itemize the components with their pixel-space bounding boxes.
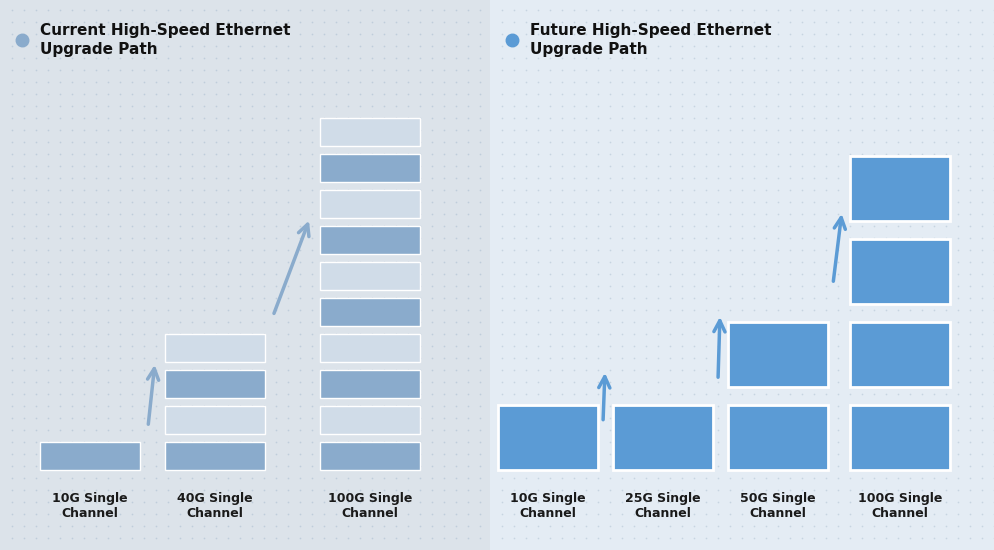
Bar (320, 334, 419, 362)
Bar (849, 322, 949, 387)
Text: 100G Single
Channel: 100G Single Channel (857, 492, 941, 520)
Text: Current High-Speed Ethernet
Upgrade Path: Current High-Speed Ethernet Upgrade Path (40, 23, 290, 57)
Text: 10G Single
Channel: 10G Single Channel (52, 492, 127, 520)
Bar (40, 442, 140, 470)
Bar (728, 322, 827, 387)
Bar (320, 370, 419, 398)
Text: 25G Single
Channel: 25G Single Channel (624, 492, 700, 520)
Bar (498, 405, 597, 470)
Bar (0, 0, 489, 550)
Bar (165, 334, 264, 362)
Text: 10G Single
Channel: 10G Single Channel (510, 492, 585, 520)
Bar (320, 154, 419, 182)
Bar (612, 405, 713, 470)
Bar (320, 406, 419, 434)
Text: Future High-Speed Ethernet
Upgrade Path: Future High-Speed Ethernet Upgrade Path (530, 23, 770, 57)
Bar (849, 156, 949, 221)
Bar (320, 190, 419, 218)
Bar (849, 239, 949, 304)
Bar (728, 405, 827, 470)
Text: 100G Single
Channel: 100G Single Channel (327, 492, 412, 520)
Bar (165, 442, 264, 470)
Bar (320, 442, 419, 470)
Bar (849, 405, 949, 470)
Bar (320, 118, 419, 146)
Bar (320, 298, 419, 326)
Bar (165, 406, 264, 434)
Bar (320, 226, 419, 254)
Text: 40G Single
Channel: 40G Single Channel (177, 492, 252, 520)
Text: 50G Single
Channel: 50G Single Channel (740, 492, 815, 520)
Bar (320, 262, 419, 290)
Bar (165, 370, 264, 398)
